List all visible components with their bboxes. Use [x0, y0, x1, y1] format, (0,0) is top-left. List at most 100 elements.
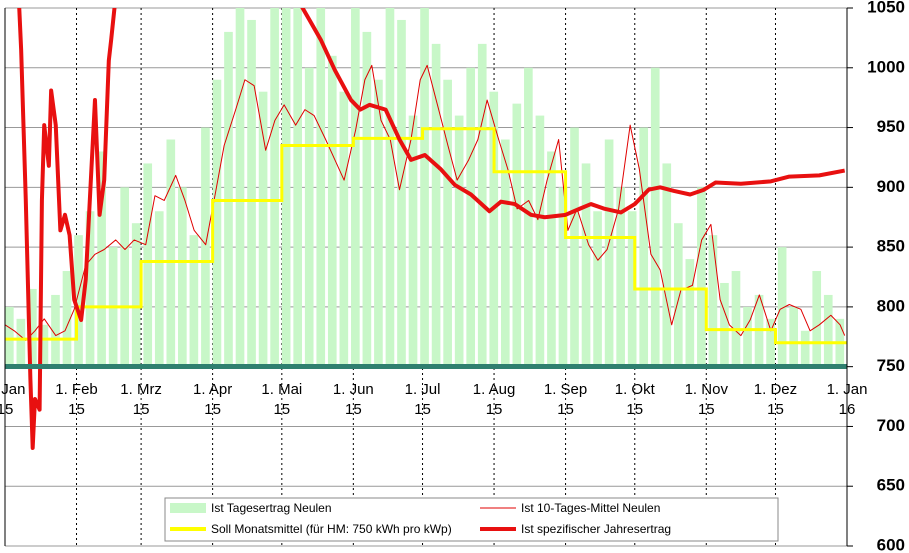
legend-label: Soll Monatsmittel (für HM: 750 kWh pro k… — [211, 522, 452, 536]
x-tick-sublabel: 15 — [345, 401, 362, 418]
legend: Ist Tagesertrag Neulen Ist 10-Tages-Mitt… — [164, 497, 779, 542]
bar — [304, 67, 314, 367]
bar — [201, 127, 210, 366]
x-tick-label: 1. Nov — [685, 381, 729, 398]
bar — [431, 43, 441, 366]
bar — [258, 91, 268, 366]
bar — [16, 318, 26, 366]
x-tick-label: 1. Jan — [0, 381, 25, 398]
bar — [408, 115, 418, 366]
legend-label: Ist Tagesertrag Neulen — [211, 501, 332, 515]
bar — [466, 67, 476, 367]
bar — [593, 211, 602, 366]
bar — [39, 324, 49, 366]
bar — [547, 151, 556, 366]
bar — [489, 91, 499, 366]
bar — [316, 8, 326, 366]
y-tick-label: 1050 — [867, 0, 905, 16]
x-tick-label: 1. Jul — [405, 381, 441, 398]
bar — [362, 31, 372, 367]
bar — [650, 67, 660, 367]
bar — [131, 223, 141, 366]
x-tick-sublabel: 15 — [0, 401, 13, 418]
bar — [28, 288, 37, 366]
bar — [97, 151, 106, 366]
bar — [74, 235, 83, 366]
line — [17, 8, 846, 450]
x-tick-label: 1. Aug — [473, 381, 516, 398]
bar — [558, 187, 568, 366]
bar — [789, 306, 798, 366]
step-line — [5, 127, 847, 345]
y-tick-label: 800 — [877, 296, 905, 315]
y-tick-label: 600 — [877, 535, 905, 553]
y-tick-label: 850 — [877, 237, 905, 256]
plot-area — [5, 8, 847, 450]
x-tick-label: 1. Mrz — [120, 381, 162, 398]
bar — [812, 271, 822, 366]
bar — [743, 306, 752, 366]
bar — [731, 271, 741, 366]
x-tick-label: 1. Okt — [615, 381, 656, 398]
bar — [766, 318, 775, 366]
y-tick-label: 750 — [877, 356, 905, 375]
bar — [178, 187, 187, 366]
bar — [639, 127, 649, 366]
bar — [616, 187, 625, 366]
bar — [420, 8, 429, 366]
x-tick-label: 1. Sep — [544, 381, 587, 398]
bar — [62, 271, 72, 366]
bar — [500, 139, 510, 366]
bar — [143, 163, 153, 366]
bar — [708, 235, 718, 366]
bar — [397, 19, 406, 366]
legend-label: Ist 10-Tages-Mittel Neulen — [521, 501, 660, 515]
x-tick-sublabel: 15 — [414, 401, 431, 418]
bar — [662, 163, 672, 366]
bar — [327, 55, 337, 366]
bar — [120, 187, 129, 366]
y-tick-label: 700 — [877, 416, 905, 435]
line — [5, 64, 846, 341]
bar — [189, 235, 199, 366]
bar — [385, 8, 395, 366]
bar — [443, 79, 452, 366]
x-tick-sublabel: 15 — [204, 401, 221, 418]
x-tick-label: 1. Mai — [261, 381, 302, 398]
bar — [339, 91, 349, 366]
x-tick-sublabel: 15 — [273, 401, 290, 418]
x-tick-sublabel: 15 — [698, 401, 715, 418]
bar — [673, 223, 683, 366]
bar — [823, 294, 833, 366]
bar — [570, 127, 579, 366]
bar — [535, 115, 545, 366]
bar — [351, 8, 360, 366]
bar — [604, 139, 614, 366]
y-tick-label: 950 — [877, 117, 905, 136]
bar — [627, 211, 637, 366]
bar — [800, 330, 810, 366]
x-tick-label: 1. Jun — [333, 381, 374, 398]
x-tick-label: 1. Apr — [193, 381, 232, 398]
x-tick-sublabel: 15 — [626, 401, 643, 418]
x-tick-sublabel: 15 — [767, 401, 784, 418]
bar — [581, 163, 591, 366]
x-tick-sublabel: 15 — [557, 401, 574, 418]
bar — [224, 31, 233, 367]
bar — [5, 306, 14, 366]
bar — [85, 211, 95, 366]
bar — [524, 67, 533, 367]
bar — [685, 259, 695, 366]
bar — [777, 247, 787, 366]
bar — [720, 282, 729, 366]
y-tick-label: 900 — [877, 177, 905, 196]
baseline-band — [5, 364, 847, 369]
bar — [512, 103, 522, 367]
bar — [374, 79, 383, 366]
bar — [235, 8, 245, 366]
bar — [166, 139, 176, 366]
bar — [293, 8, 303, 366]
bar — [212, 79, 222, 366]
